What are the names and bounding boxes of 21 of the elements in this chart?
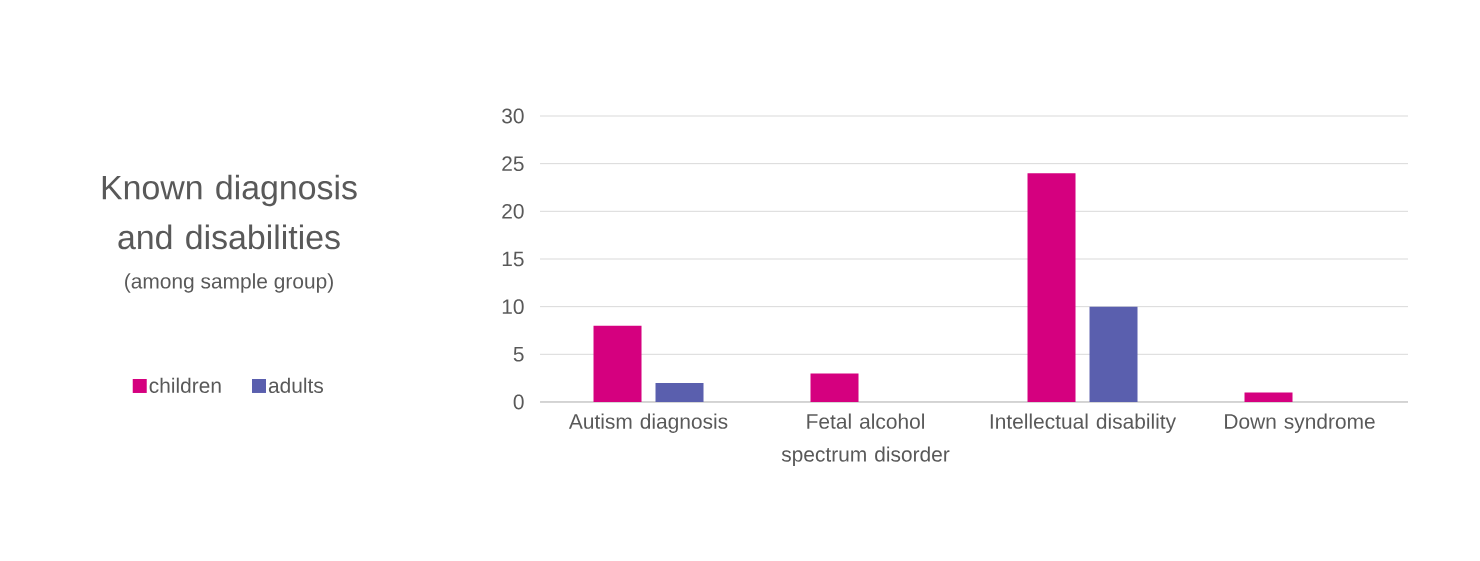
legend-label: adults bbox=[268, 377, 324, 393]
bar bbox=[1027, 173, 1076, 402]
y-tick-label: 15 bbox=[502, 251, 524, 267]
bar bbox=[655, 382, 704, 402]
legend-label: children bbox=[149, 377, 221, 393]
bar bbox=[810, 373, 859, 402]
y-tick-label: 25 bbox=[502, 156, 524, 172]
text: Known diagnosis and disabilities bbox=[102, 174, 357, 250]
x-tick-label: Fetal alcohol spectrum disorder bbox=[781, 413, 950, 466]
y-tick-label: 30 bbox=[502, 108, 524, 124]
x-tick-label: Down syndrome bbox=[1225, 413, 1375, 434]
y-tick-label: 20 bbox=[502, 203, 524, 219]
bar bbox=[1244, 392, 1293, 402]
bar bbox=[593, 325, 642, 402]
x-tick-label: Autism diagnosis bbox=[568, 413, 728, 434]
bar bbox=[1089, 306, 1138, 402]
y-tick-label: 5 bbox=[513, 347, 524, 362]
y-tick-label: 0 bbox=[513, 394, 524, 410]
text: (among sample group) bbox=[125, 273, 333, 293]
y-tick-label: 10 bbox=[502, 299, 524, 315]
x-tick-label: Intellectual disability bbox=[990, 413, 1177, 434]
